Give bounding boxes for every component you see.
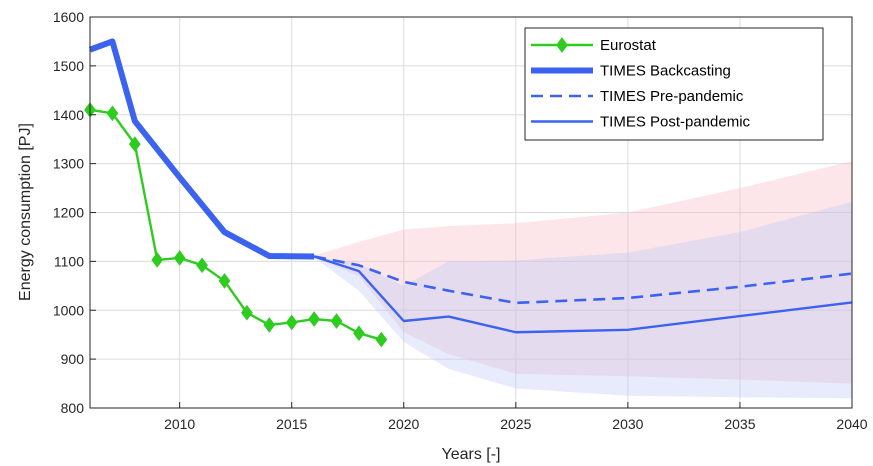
series-line (313, 255, 853, 305)
y-tick-label: 1100 (54, 253, 84, 269)
legend-label: TIMES Post-pandemic (600, 114, 751, 131)
legend: Eurostat TIMES Backcasting TIMES Pre-pande… (524, 27, 824, 141)
x-tick-label: 2015 (276, 416, 307, 432)
x-tick-label: 2010 (164, 416, 195, 432)
data-point-marker (196, 257, 208, 274)
legend-label: TIMES Backcasting (600, 63, 731, 80)
series-line (88, 38, 315, 260)
legend-label: TIMES Pre-pandemic (600, 88, 744, 105)
y-tick-label: 900 (61, 351, 85, 367)
x-tick-label: 2035 (724, 416, 755, 432)
data-point-marker (330, 313, 343, 329)
y-axis-title: Energy consumption [PJ] (17, 123, 34, 301)
data-point-marker (308, 311, 320, 327)
data-point-marker (218, 273, 231, 289)
x-tick-label: 2030 (612, 416, 643, 432)
y-tick-label: 1500 (53, 58, 84, 74)
y-axis-ticks: 800 900 1000 1100 1200 1300 1400 1500 1600 (53, 9, 96, 416)
y-tick-label: 1400 (53, 107, 84, 123)
x-tick-label: 2025 (500, 416, 531, 432)
y-tick-label: 1300 (53, 156, 84, 172)
data-point-marker (353, 325, 365, 342)
y-tick-label: 1600 (53, 9, 84, 25)
data-point-marker (263, 317, 276, 333)
data-point-marker (285, 314, 298, 331)
x-tick-label: 2020 (388, 416, 419, 432)
x-axis-title: Years [-] (442, 446, 501, 463)
data-point-marker (173, 250, 186, 266)
y-tick-label: 800 (61, 400, 85, 416)
legend-label: Eurostat (600, 37, 657, 54)
data-point-marker (241, 304, 253, 321)
data-point-marker (106, 105, 119, 122)
series-line (313, 255, 853, 334)
legend-marker (556, 37, 568, 53)
x-tick-label: 2040 (836, 416, 867, 432)
data-point-marker (128, 136, 141, 152)
series-markers (84, 102, 388, 348)
y-tick-label: 1200 (53, 205, 84, 221)
data-point-marker (375, 331, 388, 348)
data-point-marker (151, 252, 164, 268)
y-tick-label: 1000 (53, 302, 84, 318)
uncertainty-band (314, 161, 852, 384)
x-axis-ticks: 2010 2015 2020 2025 2030 2035 2040 (164, 402, 868, 432)
